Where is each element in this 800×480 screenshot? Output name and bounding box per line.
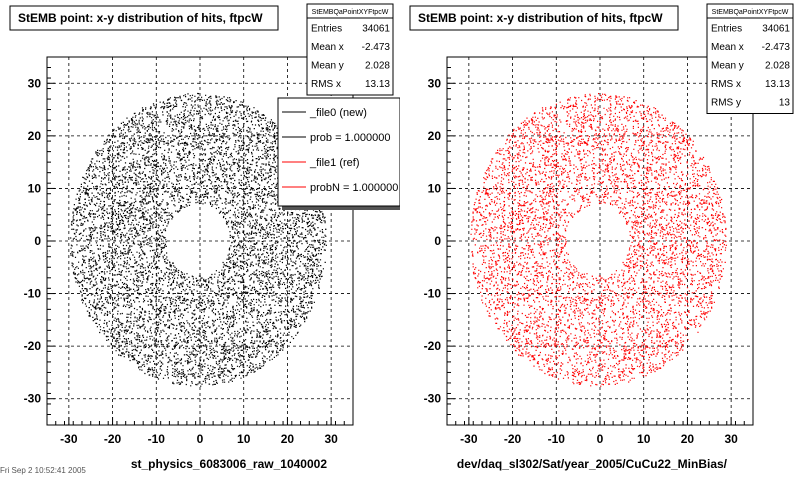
stats-box: StEMBQaPointXYFtpcW Entries 34061 Mean x -2.… [706,3,794,114]
stats-row-value: 34061 [362,24,390,35]
left-chart-svg: StEMB point: x-y distribution of hits, f… [9,3,400,471]
stats-name: StEMBQaPointXYFtpcW [312,9,389,16]
stats-row-label: RMS x [711,79,741,90]
stats-row-value: -2.473 [362,42,391,53]
stats-row-label: Mean x [711,42,744,53]
axis-ticks: -30 -20 -10 0 10 20 30 -30 -20 -10 0 10 20 30 [424,56,754,446]
stats-row-label: Mean x [311,42,344,53]
x-tick-label: 30 [324,432,338,446]
y-tick-label: -20 [24,339,42,353]
x-tick-label: 0 [597,432,604,446]
x-tick-label: -10 [548,432,566,446]
x-tick-label: 0 [197,432,204,446]
x-tick-label: -20 [104,432,122,446]
legend-frame [277,97,400,207]
y-tick-label: 0 [434,234,441,248]
chart-title-box [9,5,279,31]
x-tick-label: -30 [60,432,78,446]
stats-row-label: Entries [311,24,342,35]
stats-box-frame [706,3,794,114]
stats-row-value: 2.028 [765,61,790,72]
legend-entry: _file0 (new) [309,107,367,119]
legend-entry: prob = 1.000000 [310,132,390,144]
stats-row-value: 34061 [762,24,790,35]
chart-title-text: StEMB point: x-y distribution of hits, f… [418,11,663,25]
stats-row-value: 2.028 [365,61,390,72]
scatter-points [470,93,727,387]
legend-entry: probN = 1.000000 [310,182,398,194]
x-tick-label: 10 [237,432,251,446]
stats-box-frame [306,3,394,96]
legend-entry: _file1 (ref) [309,157,360,169]
y-tick-label: 10 [28,181,42,195]
grid [447,57,753,425]
stats-row-value: -2.473 [762,42,791,53]
stats-row-value: 13 [779,98,791,109]
y-tick-label: -30 [24,392,42,406]
y-tick-label: 20 [428,129,442,143]
right-chart-pad: StEMB point: x-y distribution of hits, f… [400,0,800,480]
left-chart-pad: StEMB point: x-y distribution of hits, f… [9,3,400,471]
footer-date: Fri Sep 2 10:52:41 2005 [0,466,86,475]
stats-name: StEMBQaPointXYFtpcW [712,9,789,16]
x-tick-label: 20 [681,432,695,446]
chart-title-text: StEMB point: x-y distribution of hits, f… [18,11,263,25]
chart-title: StEMB point: x-y distribution of hits, f… [409,5,679,31]
legend: _file0 (new) prob = 1.000000 _file1 (ref) p… [277,97,400,210]
stats-row-label: RMS y [711,98,741,109]
y-tick-label: -10 [24,287,42,301]
x-axis-label: dev/daq_sl302/Sat/year_2005/CuCu22_MinBi… [457,457,728,471]
x-tick-label: 30 [724,432,738,446]
x-tick-label: -30 [460,432,478,446]
x-axis-label: st_physics_6083006_raw_1040002 [131,457,327,471]
x-tick-label: 20 [281,432,295,446]
stats-row-label: Mean y [711,61,744,72]
stats-row-label: Mean y [311,61,344,72]
stats-box: StEMBQaPointXYFtpcW Entries 34061 Mean x -2.… [306,3,394,96]
stats-row-label: Entries [711,24,742,35]
y-tick-label: 30 [428,76,442,90]
y-tick-label: -20 [424,339,442,353]
chart-title: StEMB point: x-y distribution of hits, f… [9,5,279,31]
x-tick-label: -10 [148,432,166,446]
chart-title-box [409,5,679,31]
x-tick-label: -20 [504,432,522,446]
y-tick-label: 30 [28,76,42,90]
y-tick-label: 0 [34,234,41,248]
axis-ticks: -30 -20 -10 0 10 20 30 -30 -20 -10 0 10 20 30 [24,56,354,446]
scatter-points [70,92,327,387]
y-tick-label: 20 [28,129,42,143]
right-chart-svg: StEMB point: x-y distribution of hits, f… [409,3,794,471]
y-tick-label: 10 [428,181,442,195]
y-tick-label: -30 [424,392,442,406]
stats-row-value: 13.13 [765,79,790,90]
stats-row-label: RMS x [311,79,341,90]
stats-row-value: 13.13 [365,79,390,90]
y-tick-label: -10 [424,287,442,301]
x-tick-label: 10 [637,432,651,446]
